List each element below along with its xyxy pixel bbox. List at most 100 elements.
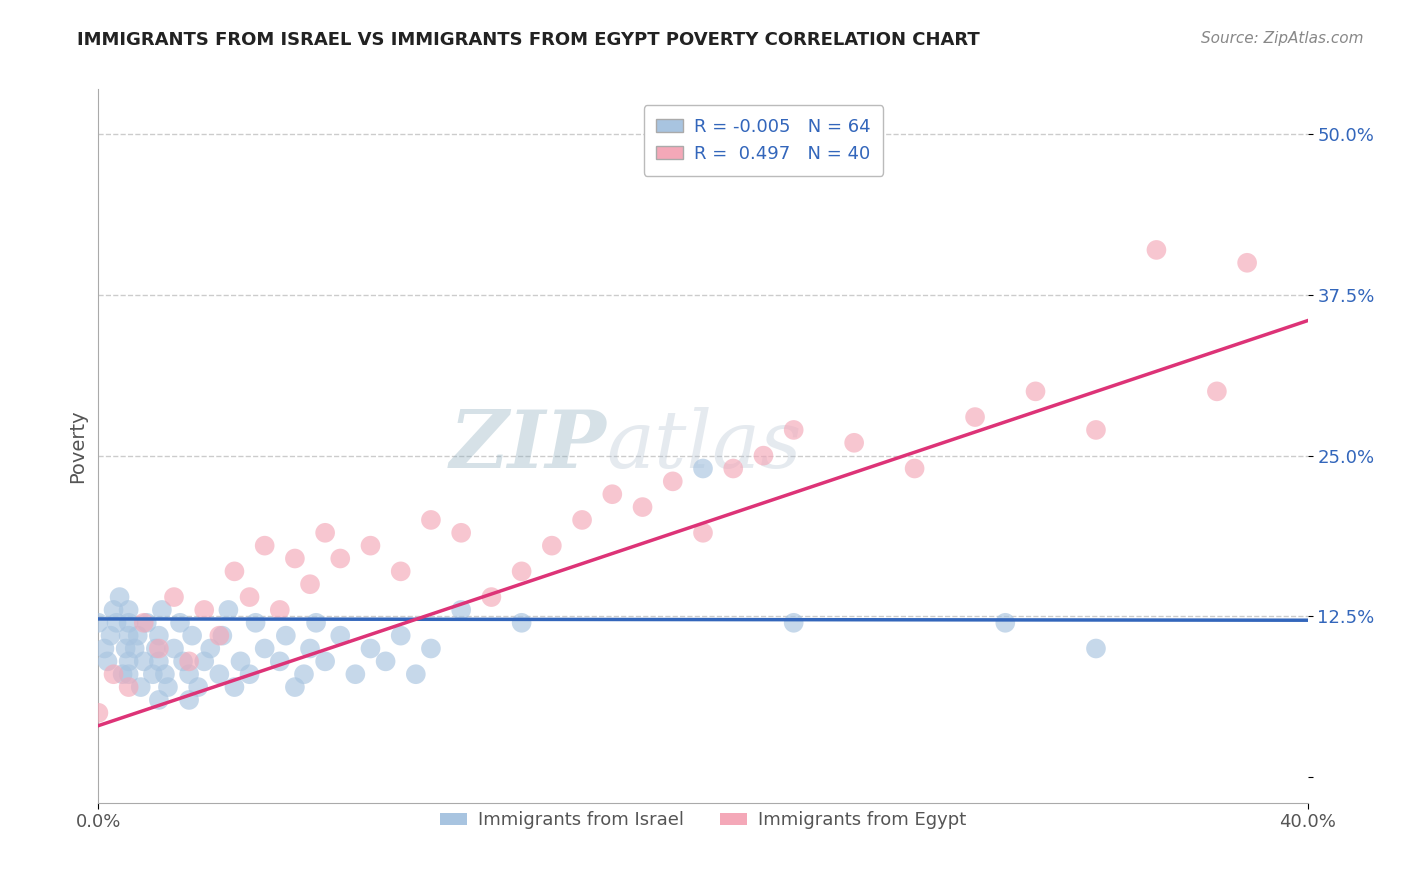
Point [965, 410, 987, 425]
Point [217, 603, 239, 617]
Point [692, 461, 714, 475]
Point [163, 641, 186, 656]
Point [148, 629, 170, 643]
Point [1206, 384, 1229, 399]
Point [269, 603, 291, 617]
Point [118, 680, 141, 694]
Legend: Immigrants from Israel, Immigrants from Egypt: Immigrants from Israel, Immigrants from … [433, 805, 973, 837]
Point [145, 641, 167, 656]
Point [163, 590, 186, 604]
Point [87, 706, 110, 720]
Point [245, 615, 267, 630]
Point [450, 525, 472, 540]
Point [420, 513, 443, 527]
Y-axis label: Poverty: Poverty [69, 409, 87, 483]
Point [148, 641, 170, 656]
Point [783, 615, 806, 630]
Point [602, 487, 624, 501]
Point [1024, 384, 1046, 399]
Point [118, 654, 141, 668]
Point [405, 667, 427, 681]
Point [274, 629, 297, 643]
Point [360, 641, 382, 656]
Point [631, 500, 654, 514]
Point [1236, 256, 1258, 270]
Point [1085, 641, 1108, 656]
Point [105, 615, 128, 630]
Point [142, 667, 165, 681]
Point [118, 603, 141, 617]
Point [299, 641, 322, 656]
Point [1085, 423, 1108, 437]
Point [193, 654, 215, 668]
Point [269, 654, 291, 668]
Point [103, 667, 125, 681]
Point [148, 654, 170, 668]
Point [239, 590, 262, 604]
Point [103, 603, 125, 617]
Point [314, 525, 336, 540]
Point [314, 654, 336, 668]
Point [150, 603, 173, 617]
Point [135, 615, 157, 630]
Point [224, 680, 246, 694]
Point [481, 590, 503, 604]
Point [169, 615, 191, 630]
Point [360, 539, 382, 553]
Point [129, 680, 152, 694]
Point [284, 680, 307, 694]
Point [87, 615, 110, 630]
Point [253, 539, 276, 553]
Point [329, 629, 352, 643]
Point [299, 577, 322, 591]
Point [239, 667, 262, 681]
Point [208, 629, 231, 643]
Point [510, 565, 533, 579]
Point [253, 641, 276, 656]
Point [229, 654, 252, 668]
Point [132, 615, 155, 630]
Point [420, 641, 443, 656]
Point [994, 615, 1017, 630]
Point [510, 615, 533, 630]
Point [904, 461, 927, 475]
Point [127, 629, 149, 643]
Text: atlas: atlas [606, 408, 801, 484]
Point [132, 654, 155, 668]
Point [118, 667, 141, 681]
Point [93, 641, 115, 656]
Point [389, 629, 412, 643]
Point [153, 667, 176, 681]
Point [96, 654, 118, 668]
Point [172, 654, 194, 668]
Point [193, 603, 215, 617]
Point [389, 565, 412, 579]
Point [100, 629, 122, 643]
Point [374, 654, 396, 668]
Point [108, 590, 131, 604]
Text: Source: ZipAtlas.com: Source: ZipAtlas.com [1201, 31, 1364, 46]
Point [114, 641, 136, 656]
Point [181, 629, 204, 643]
Point [292, 667, 315, 681]
Point [661, 475, 683, 489]
Point [752, 449, 775, 463]
Point [305, 615, 328, 630]
Point [200, 641, 222, 656]
Point [329, 551, 352, 566]
Point [156, 680, 179, 694]
Point [187, 680, 209, 694]
Point [1144, 243, 1167, 257]
Point [783, 423, 806, 437]
Point [224, 565, 246, 579]
Text: IMMIGRANTS FROM ISRAEL VS IMMIGRANTS FROM EGYPT POVERTY CORRELATION CHART: IMMIGRANTS FROM ISRAEL VS IMMIGRANTS FRO… [77, 31, 980, 49]
Point [111, 667, 134, 681]
Point [450, 603, 472, 617]
Point [179, 667, 201, 681]
Point [179, 654, 201, 668]
Point [284, 551, 307, 566]
Point [124, 641, 146, 656]
Point [211, 629, 233, 643]
Point [344, 667, 367, 681]
Point [571, 513, 593, 527]
